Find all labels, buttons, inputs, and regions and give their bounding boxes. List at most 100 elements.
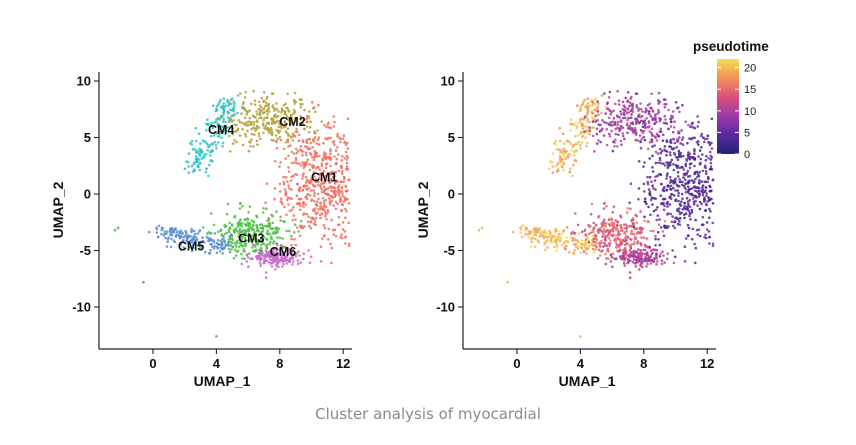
pseudotime-point [693,136,696,140]
cluster-point [322,200,326,203]
cluster-point [289,257,293,261]
pseudotime-point [680,165,684,169]
cluster-point [188,239,191,243]
cluster-point [312,140,315,143]
cluster-point [301,226,305,230]
pseudotime-point [623,232,626,235]
cluster-point [218,100,221,104]
pseudotime-point [693,242,696,246]
cluster-point [301,174,305,177]
pseudotime-point [638,134,642,137]
pseudotime-point [549,160,552,163]
pseudotime-point [658,172,661,176]
pseudotime-point [704,209,708,212]
cluster-point [287,145,290,148]
pseudotime-point [583,243,586,246]
cluster-point [297,133,301,137]
pseudotime-point [530,238,534,241]
pseudotime-point [703,196,706,200]
cluster-point [229,118,233,121]
cluster-point [275,210,278,213]
pseudotime-point [653,179,657,182]
cluster-point [254,255,258,258]
cluster-point [275,248,278,252]
pseudotime-point [587,232,591,236]
cluster-point [242,101,245,104]
cluster-point [219,125,223,128]
cluster-point [264,237,268,241]
cluster-point [260,236,263,240]
cluster-point [345,154,349,158]
cluster-point [195,139,198,143]
cluster-point [160,228,163,232]
cluster-point [251,223,255,227]
cluster-point [317,103,320,107]
pseudotime-point [675,209,679,212]
cluster-point [230,114,233,118]
pseudotime-point [534,237,537,241]
cluster-point [230,234,234,238]
pseudotime-point [674,216,677,220]
pseudotime-point [630,229,633,233]
pseudotime-point [550,234,554,237]
cluster-point [239,241,242,245]
cluster-point [213,140,217,144]
cluster-point [266,127,270,130]
cluster-point [195,237,199,241]
cluster-point [287,229,291,233]
pseudotime-point [592,227,596,230]
cluster-point [257,100,261,104]
cluster-point [295,194,299,197]
pseudotime-point [683,260,687,263]
cluster-point [271,104,275,107]
cluster-point [265,109,269,113]
pseudotime-point [676,222,680,226]
pseudotime-point [690,238,694,241]
pseudotime-point [672,163,675,166]
cluster-point [287,166,290,169]
cluster-point [262,91,266,94]
cluster-point [282,147,286,151]
cluster-point [263,259,266,263]
cluster-point [276,262,280,265]
pseudotime-point [559,237,563,241]
cluster-point [312,222,316,226]
cluster-point [199,152,203,155]
cluster-point [255,110,258,113]
pseudotime-point [654,244,657,247]
cluster-point [250,138,253,141]
pseudotime-point [650,92,653,96]
pseudotime-point [684,191,688,194]
pseudotime-point [609,233,613,237]
pseudotime-point [674,198,678,201]
pseudotime-point [590,202,594,206]
pseudotime-point [648,175,652,179]
pseudotime-point [677,199,680,203]
pseudotime-point [625,230,629,233]
cluster-point [224,132,227,136]
pseudotime-point [545,231,548,235]
pseudotime-point [649,114,653,118]
cluster-point [278,236,282,239]
pseudotime-point [580,230,584,234]
cluster-point [221,145,224,148]
cluster-point [198,229,201,233]
cluster-point [292,231,296,234]
pseudotime-point [587,225,591,229]
pseudotime-point [623,258,626,262]
cluster-point [252,220,256,224]
cluster-point [323,151,326,154]
cluster-point [269,237,273,240]
pseudotime-point [687,204,691,208]
pseudotime-point [672,151,676,155]
pseudotime-point [684,173,687,177]
cluster-point [333,120,336,124]
cluster-point [171,228,174,232]
cluster-point [285,229,288,233]
pseudotime-point [655,120,658,124]
cluster-point [179,248,183,252]
pseudotime-point [704,233,707,236]
pseudotime-point [698,181,701,184]
pseudotime-point [585,104,588,108]
pseudotime-point [639,146,643,150]
